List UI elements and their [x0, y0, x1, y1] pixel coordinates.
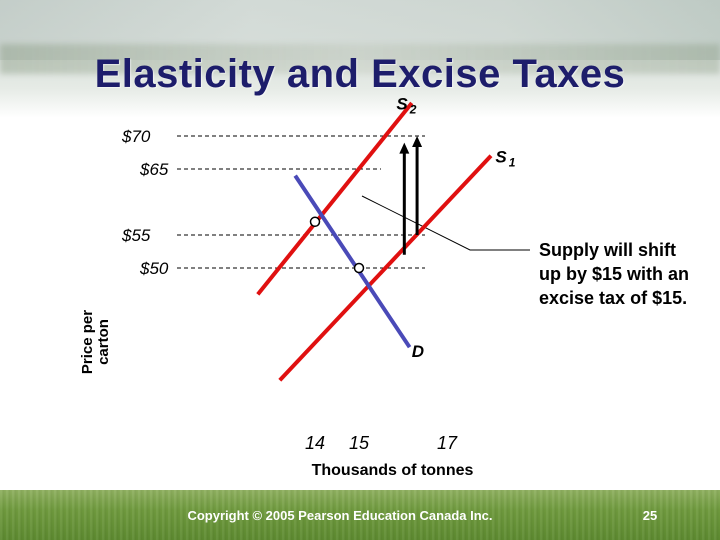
y-tick-label-50: $50	[139, 259, 169, 278]
tick-labels: $70 $65 $55 $50 14 15 17	[121, 127, 458, 453]
y-tick-label-65: $65	[139, 160, 169, 179]
y-tick-label-70: $70	[121, 127, 151, 146]
supply-curve-2	[256, 101, 414, 296]
equilibrium-point-1	[309, 216, 321, 228]
slide-title: Elasticity and Excise Taxes	[94, 52, 626, 96]
equilibrium-point-2	[353, 262, 365, 274]
curves	[256, 101, 493, 382]
demand-curve	[293, 174, 412, 349]
tax-arrow-head-2	[412, 136, 423, 147]
copyright-notice: Copyright © 2005 Pearson Education Canad…	[187, 508, 493, 523]
footer-grass-texture	[0, 490, 720, 540]
header-background	[0, 0, 720, 118]
demand-label: D	[412, 342, 424, 361]
y-axis-label: Price per carton	[79, 309, 112, 375]
guide-lines	[177, 135, 425, 269]
supply-curve-1	[278, 154, 493, 382]
header-landscape	[0, 44, 720, 74]
page-number: 25	[642, 508, 658, 523]
x-tick-label-17: 17	[437, 433, 458, 453]
y-tick-label-55: $55	[121, 226, 151, 245]
x-tick-label-15: 15	[349, 433, 370, 453]
header-sky	[0, 0, 720, 60]
curve-labels: S 1 S 2 D	[396, 95, 515, 362]
tax-callout-box: Supply will shift up by $15 with an exci…	[530, 236, 705, 349]
x-tick-label-14: 14	[305, 433, 325, 453]
tax-arrow-head-1	[399, 142, 410, 154]
tax-arrows	[399, 136, 423, 255]
x-axis-label: Thousands of tonnes	[311, 462, 474, 479]
callout-leader-line	[361, 195, 532, 251]
footer-grass	[0, 490, 720, 540]
equilibrium-points	[309, 216, 365, 274]
